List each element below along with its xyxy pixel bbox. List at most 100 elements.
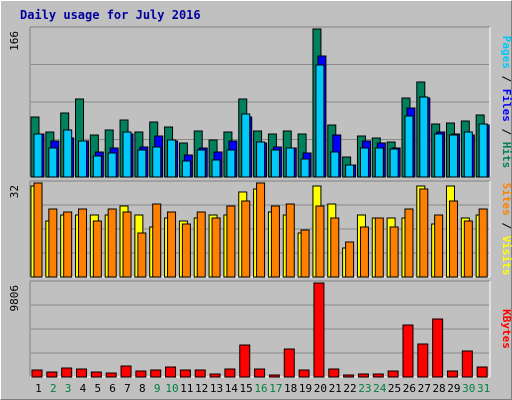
- x-tick-day-19: 19: [299, 382, 312, 395]
- bar-sites-day-13: [211, 217, 221, 278]
- bar-kbytes-day-10: [165, 366, 177, 378]
- bar-pages-day-26: [404, 115, 414, 178]
- bar-pages-day-17: [270, 149, 280, 178]
- bar-kbytes-day-27: [417, 343, 429, 378]
- bar-pages-day-21: [330, 151, 340, 178]
- x-tick-day-25: 25: [388, 382, 401, 395]
- y-max-label: 9806: [8, 285, 21, 312]
- bar-pages-day-25: [389, 148, 399, 178]
- bar-kbytes-day-19: [298, 369, 310, 378]
- bar-kbytes-day-26: [402, 324, 414, 378]
- bar-kbytes-day-24: [372, 373, 384, 378]
- bar-kbytes-day-9: [150, 369, 162, 378]
- y-max-label: 32: [8, 185, 21, 198]
- bar-pages-day-27: [419, 96, 429, 178]
- bar-sites-day-12: [196, 211, 206, 278]
- legend-part: /: [500, 216, 512, 236]
- bar-kbytes-day-25: [387, 370, 399, 378]
- legend-part: Visits: [500, 236, 512, 276]
- legend-visitors: Sites / Visits: [500, 183, 512, 276]
- bar-pages-day-29: [448, 134, 458, 178]
- bar-sites-day-31: [478, 208, 488, 278]
- x-tick-day-17: 17: [269, 382, 282, 395]
- bar-kbytes-day-8: [135, 370, 147, 378]
- x-tick-day-31: 31: [477, 382, 490, 395]
- x-tick-day-6: 6: [109, 382, 116, 395]
- x-tick-day-2: 2: [50, 382, 57, 395]
- bar-kbytes-day-4: [76, 368, 88, 378]
- bar-pages-day-16: [256, 141, 266, 178]
- legend-part: /: [500, 122, 512, 142]
- x-tick-day-9: 9: [154, 382, 161, 395]
- bar-pages-day-13: [211, 159, 221, 178]
- x-tick-day-11: 11: [180, 382, 193, 395]
- bar-pages-day-22: [345, 164, 355, 178]
- bar-kbytes-day-20: [313, 282, 325, 378]
- x-tick-day-22: 22: [343, 382, 356, 395]
- bar-kbytes-day-12: [194, 369, 206, 378]
- x-tick-day-4: 4: [80, 382, 87, 395]
- bar-sites-day-21: [330, 217, 340, 278]
- bar-sites-day-22: [345, 241, 355, 278]
- bar-pages-day-31: [478, 123, 488, 178]
- legend-part: Hits: [500, 142, 512, 169]
- bar-kbytes-day-14: [224, 368, 236, 378]
- bar-pages-day-9: [152, 146, 162, 178]
- bar-kbytes-day-11: [179, 369, 191, 378]
- x-tick-day-10: 10: [165, 382, 178, 395]
- bar-pages-day-14: [226, 149, 236, 178]
- bar-kbytes-day-18: [283, 348, 295, 378]
- legend-part: Files: [500, 89, 512, 122]
- bar-kbytes-day-22: [343, 374, 355, 378]
- bar-kbytes-day-29: [446, 370, 458, 378]
- bar-kbytes-day-13: [209, 373, 221, 378]
- bar-kbytes-day-5: [90, 371, 102, 378]
- bar-sites-day-15: [241, 200, 251, 278]
- x-tick-day-23: 23: [358, 382, 371, 395]
- bar-sites-day-3: [63, 211, 73, 278]
- legend-volume: KBytes: [500, 309, 512, 349]
- bar-kbytes-day-31: [476, 366, 488, 378]
- bar-sites-day-8: [137, 232, 147, 278]
- bar-kbytes-day-15: [239, 344, 251, 378]
- bar-kbytes-day-30: [461, 350, 473, 378]
- bar-pages-day-12: [196, 149, 206, 178]
- bar-pages-day-11: [181, 160, 191, 178]
- bar-sites-day-2: [48, 208, 58, 278]
- x-tick-day-26: 26: [403, 382, 416, 395]
- bar-pages-day-23: [359, 147, 369, 178]
- bar-pages-day-7: [122, 131, 132, 178]
- bar-pages-day-3: [63, 129, 73, 178]
- bar-sites-day-16: [256, 182, 266, 278]
- x-tick-day-24: 24: [373, 382, 387, 395]
- bar-pages-day-5: [92, 155, 102, 178]
- bar-sites-day-6: [107, 208, 117, 278]
- bar-sites-day-20: [315, 205, 325, 278]
- x-tick-day-29: 29: [447, 382, 460, 395]
- bar-kbytes-day-7: [120, 365, 132, 378]
- x-tick-day-20: 20: [314, 382, 327, 395]
- bar-pages-day-8: [137, 149, 147, 178]
- x-tick-day-28: 28: [432, 382, 445, 395]
- bar-kbytes-day-28: [432, 318, 444, 378]
- bar-sites-day-28: [434, 214, 444, 278]
- bar-kbytes-day-16: [254, 368, 266, 378]
- bar-sites-day-9: [152, 203, 162, 278]
- bar-sites-day-30: [463, 220, 473, 278]
- bar-pages-day-19: [300, 158, 310, 178]
- bar-pages-day-24: [374, 147, 384, 178]
- bar-kbytes-day-3: [61, 367, 73, 378]
- bar-pages-day-4: [78, 140, 88, 178]
- bar-pages-day-2: [48, 147, 58, 178]
- bar-sites-day-25: [389, 226, 399, 278]
- bar-sites-day-1: [33, 182, 43, 278]
- bar-kbytes-day-23: [357, 373, 369, 378]
- legend-part: Pages: [500, 36, 512, 69]
- bar-sites-day-5: [92, 220, 102, 278]
- legend-requests: Pages / Files / Hits: [500, 36, 512, 169]
- x-tick-day-27: 27: [418, 382, 431, 395]
- x-tick-day-30: 30: [462, 382, 475, 395]
- x-tick-day-5: 5: [94, 382, 101, 395]
- bar-sites-day-4: [78, 208, 88, 278]
- bar-kbytes-day-21: [328, 368, 340, 378]
